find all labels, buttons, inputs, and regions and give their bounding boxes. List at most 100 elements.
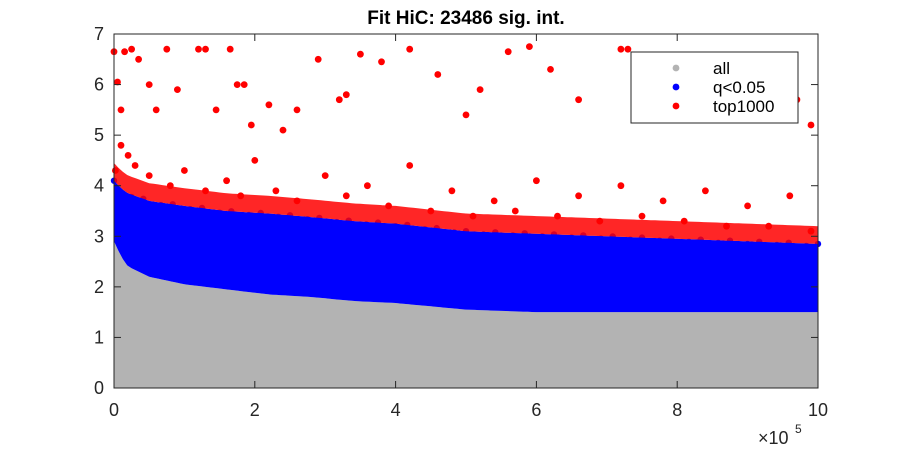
top1000-point xyxy=(251,157,259,164)
top1000-point xyxy=(293,197,301,205)
q005-point xyxy=(627,236,634,243)
top1000-point xyxy=(476,86,484,93)
q005-point xyxy=(192,211,200,219)
q005-point xyxy=(151,208,159,215)
q005-point xyxy=(744,240,751,248)
q005-point xyxy=(187,206,194,213)
q005-point xyxy=(134,201,141,208)
q005-point xyxy=(410,227,417,234)
top1000-point xyxy=(744,202,751,210)
q005-point xyxy=(556,236,564,243)
q005-point xyxy=(533,240,540,248)
q005-point xyxy=(116,188,124,196)
q005-point xyxy=(292,217,300,224)
q005-point xyxy=(621,243,628,251)
q005-point xyxy=(128,193,135,201)
q005-point xyxy=(175,207,182,214)
y-tick-label: 5 xyxy=(94,125,104,145)
top1000-point xyxy=(427,207,435,215)
q005-point xyxy=(597,235,605,242)
q005-point xyxy=(310,221,317,229)
q005-point xyxy=(298,223,305,230)
x-axis-exponent-base: ×10 xyxy=(758,428,789,448)
q005-point xyxy=(591,242,599,250)
top1000-point xyxy=(145,81,153,88)
q005-point xyxy=(451,229,458,236)
q005-point xyxy=(415,233,423,240)
top1000-point xyxy=(617,45,625,53)
q005-point xyxy=(679,245,687,253)
q005-point xyxy=(122,198,129,205)
q005-point xyxy=(650,244,657,252)
top1000-point xyxy=(434,71,442,78)
top1000-point xyxy=(680,217,688,225)
q005-point xyxy=(480,231,487,238)
series-all-region xyxy=(114,241,818,388)
top1000-point xyxy=(504,48,512,56)
top1000-point xyxy=(117,141,125,149)
q005-point xyxy=(709,247,716,254)
q005-point xyxy=(515,237,522,244)
top1000-point xyxy=(526,43,533,50)
q005-point xyxy=(468,233,476,240)
q005-point xyxy=(486,236,493,243)
top1000-point xyxy=(638,212,646,220)
top1000-point xyxy=(279,126,287,134)
top1000-point xyxy=(212,106,220,114)
legend-box xyxy=(630,51,799,124)
chart-title: Fit HiC: 23486 sig. int. xyxy=(367,8,564,29)
q005-point xyxy=(527,235,534,242)
y-tick-label: 6 xyxy=(94,75,104,95)
series-top1000-points xyxy=(110,43,815,235)
q005-point xyxy=(456,235,464,242)
top1000-point xyxy=(469,212,477,220)
q005-point xyxy=(392,223,399,230)
q005-point xyxy=(333,218,341,226)
q005-point xyxy=(163,207,170,215)
top1000-point xyxy=(533,177,540,185)
q005-point xyxy=(363,221,370,228)
top1000-point xyxy=(575,96,582,104)
q005-point xyxy=(797,250,804,257)
top1000-point xyxy=(195,45,202,53)
q005-point xyxy=(269,220,276,228)
q005-point xyxy=(767,249,775,256)
q005-point xyxy=(280,219,288,226)
q005-point xyxy=(808,248,816,255)
q005-point xyxy=(386,230,393,237)
q005-point xyxy=(715,239,722,246)
top1000-point xyxy=(511,207,519,215)
x-tick-label: 8 xyxy=(672,400,682,420)
top1000-point xyxy=(575,192,582,200)
q005-point xyxy=(239,218,247,226)
q005-point xyxy=(691,243,698,251)
top1000-point xyxy=(342,192,350,200)
x-tick-label: 0 xyxy=(109,400,119,420)
top1000-point xyxy=(385,202,392,210)
top1000-point xyxy=(357,50,364,58)
top1000-point xyxy=(364,182,371,190)
q005-point xyxy=(304,216,311,223)
top1000-point xyxy=(659,197,667,205)
series-top1000-band xyxy=(114,163,818,244)
q005-point xyxy=(398,228,405,236)
q005-point xyxy=(474,238,481,245)
q005-point xyxy=(803,242,810,250)
top1000-point xyxy=(202,45,209,53)
top1000-point xyxy=(135,55,143,63)
legend-label: top1000 xyxy=(713,97,774,116)
top1000-point xyxy=(490,197,498,205)
q005-point xyxy=(204,210,212,217)
q005-point xyxy=(339,224,346,231)
top1000-point xyxy=(174,86,181,93)
x-tick-label: 4 xyxy=(391,400,401,420)
q005-point xyxy=(568,234,575,241)
top1000-point xyxy=(121,48,128,56)
q005-point xyxy=(685,238,693,245)
q005-point xyxy=(146,202,153,210)
top1000-point xyxy=(335,96,343,104)
q005-point xyxy=(216,209,223,216)
y-tick-label: 2 xyxy=(94,277,104,297)
top1000-point xyxy=(807,227,815,235)
